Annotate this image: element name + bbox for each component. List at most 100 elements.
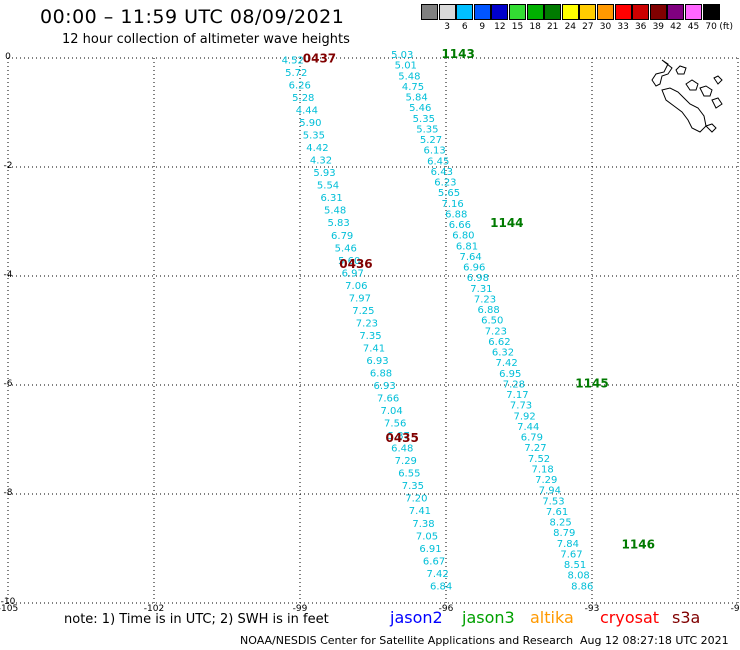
swh-value-label: 7.52 — [528, 454, 550, 465]
swh-value-label: 6.13 — [423, 146, 445, 157]
legend-label: 36 — [634, 22, 647, 32]
swh-value-label: 7.92 — [514, 411, 536, 422]
swh-value-label: 7.05 — [416, 531, 438, 542]
swh-value-label: 8.79 — [553, 528, 575, 539]
legend-swatch — [509, 4, 526, 20]
swh-value-label: 6.45 — [427, 156, 449, 167]
swh-value-label: 7.64 — [459, 252, 481, 263]
swh-value-label: 6.97 — [342, 268, 364, 279]
swh-value-label: 5.93 — [313, 168, 335, 179]
swh-value-label: 5.28 — [292, 93, 314, 104]
legend-label: 21 — [546, 22, 559, 32]
legend-swatch — [667, 4, 685, 20]
swh-value-label: 7.28 — [503, 379, 525, 390]
swh-value-label: 7.53 — [542, 496, 564, 507]
legend-swatch — [421, 4, 438, 20]
swh-value-label: 6.98 — [467, 273, 489, 284]
x-tick-label: -93 — [585, 604, 600, 614]
swh-value-label: 6.26 — [289, 80, 311, 91]
swh-value-label: 7.44 — [517, 422, 539, 433]
swh-value-label: 7.17 — [506, 390, 528, 401]
pass-time-label: 1144 — [490, 216, 523, 230]
legend-label: 24 — [564, 22, 577, 32]
swh-value-label: 8.25 — [550, 518, 572, 529]
swh-value-label: 8.08 — [568, 571, 590, 582]
footer-note: note: 1) Time is in UTC; 2) SWH is in fe… — [64, 612, 329, 627]
legend-swatch — [438, 4, 456, 20]
swh-value-label: 7.18 — [532, 464, 554, 475]
legend-swatch — [456, 4, 474, 20]
swh-value-label: 7.29 — [395, 456, 417, 467]
swh-value-label: 6.67 — [423, 556, 445, 567]
x-tick-label: -105 — [0, 604, 18, 614]
legend-swatch — [614, 4, 632, 20]
pass-time-label: 0436 — [339, 257, 372, 271]
swh-value-label: 6.88 — [370, 369, 392, 380]
y-tick-label: -2 — [4, 161, 13, 171]
swh-value-label: 5.35 — [303, 131, 325, 142]
credit-text: NOAA/NESDIS Center for Satellite Applica… — [240, 634, 574, 647]
legend-swatch — [561, 4, 579, 20]
timestamp-text: Aug 12 08:27:18 UTC 2021 — [580, 634, 729, 647]
pass-time-label: 1145 — [575, 377, 608, 391]
sat-label-altika: altika — [530, 608, 574, 627]
swh-value-label: 7.67 — [560, 549, 582, 560]
legend-label: 45 — [687, 22, 700, 32]
swh-value-label: 6.62 — [488, 337, 510, 348]
legend-swatch — [473, 4, 491, 20]
swh-value-label: 5.48 — [398, 71, 420, 82]
swh-value-label: 6.81 — [456, 241, 478, 252]
swh-value-label: 4.52 — [282, 55, 304, 66]
legend-swatch — [544, 4, 562, 20]
island-shape — [651, 59, 673, 87]
legend-swatch — [632, 4, 650, 20]
swh-value-label: 5.83 — [328, 218, 350, 229]
legend-label: 42 — [670, 22, 682, 32]
swh-value-label: 7.84 — [557, 539, 579, 550]
swh-value-label: 5.48 — [324, 206, 346, 217]
swh-value-label: 7.16 — [441, 199, 463, 210]
swh-value-label: 7.94 — [539, 486, 561, 497]
island-shape — [713, 75, 723, 85]
swh-value-label: 7.42 — [496, 358, 518, 369]
swh-value-label: 5.46 — [335, 243, 357, 254]
swh-value-label: 6.23 — [434, 178, 456, 189]
legend-label: 39 — [652, 22, 665, 32]
island-shape — [675, 65, 687, 75]
swh-value-label: 7.56 — [384, 419, 406, 430]
swh-value-label: 6.93 — [366, 356, 388, 367]
legend-swatch — [685, 4, 702, 20]
swh-value-label: 5.84 — [405, 93, 427, 104]
swh-value-label: 6.91 — [419, 544, 441, 555]
swh-value-label: 6.95 — [499, 369, 521, 380]
sat-label-cryosat: cryosat — [600, 608, 660, 627]
swh-value-label: 5.03 — [391, 50, 413, 61]
swh-value-label: 7.23 — [485, 326, 507, 337]
x-tick-label: -102 — [144, 604, 164, 614]
swh-value-label: 5.54 — [317, 181, 339, 192]
x-tick-label: -90 — [731, 604, 740, 614]
land-outline — [651, 59, 723, 133]
swh-value-label: 6.96 — [463, 263, 485, 274]
swh-value-label: 8.86 — [571, 581, 593, 592]
island-shape — [661, 87, 707, 133]
swh-value-label: 7.41 — [363, 343, 385, 354]
swh-value-label: 6.32 — [492, 348, 514, 359]
y-tick-label: -8 — [4, 488, 13, 498]
legend-label: 3 — [444, 22, 450, 32]
swh-value-label: 7.20 — [405, 494, 427, 505]
swh-value-label: 7.06 — [345, 281, 367, 292]
swh-value-label: 6.84 — [430, 581, 452, 592]
swh-value-label: 7.35 — [402, 481, 424, 492]
swh-value-label: 5.35 — [416, 124, 438, 135]
swh-value-label: 7.29 — [535, 475, 557, 486]
swh-value-label: 6.88 — [445, 209, 467, 220]
legend-label: 27 — [582, 22, 594, 32]
legend-swatch — [649, 4, 667, 20]
swh-value-label: 6.88 — [477, 305, 499, 316]
legend-swatch — [491, 4, 509, 20]
swh-value-label: 5.01 — [395, 61, 417, 72]
swh-value-label: 7.27 — [524, 443, 546, 454]
swh-value-label: 7.97 — [349, 293, 371, 304]
